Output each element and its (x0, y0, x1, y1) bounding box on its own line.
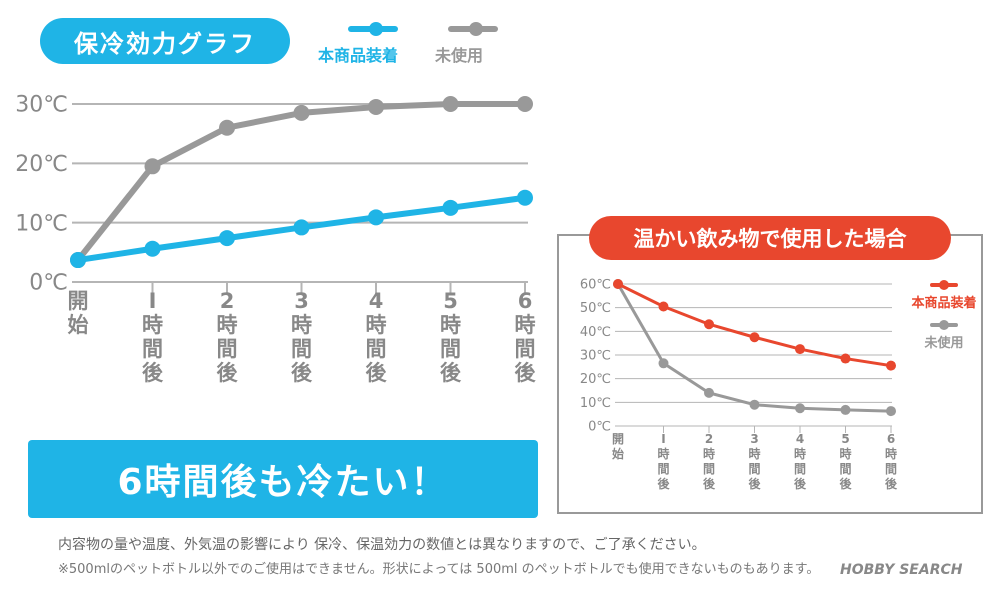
y-tick-label: 30℃ (15, 93, 68, 118)
x-tick-label: I 時間後 (657, 432, 670, 491)
data-point (704, 387, 714, 398)
data-point (442, 199, 459, 216)
x-tick-label: 開始 (68, 289, 89, 337)
data-point (795, 344, 805, 355)
x-tick-label: 3 時間後 (291, 289, 313, 385)
legend-label: 本商品装着 (911, 295, 976, 311)
data-point (144, 158, 161, 175)
legend-label: 未使用 (923, 335, 963, 351)
x-tick-label: 開始 (612, 432, 624, 461)
y-tick-label: 20℃ (15, 152, 68, 177)
chart-title: 保冷効力グラフ (40, 18, 290, 64)
disclaimer-note: 内容物の量や温度、外気温の影響により 保冷、保温効力の数値とは異なりますので、ご… (58, 537, 706, 553)
y-tick-label: 20℃ (580, 372, 611, 387)
data-point (442, 96, 459, 112)
legend-swatch-dot (939, 280, 949, 290)
y-tick-label: 0℃ (588, 420, 611, 435)
data-point (517, 189, 533, 206)
x-tick-label: 2 時間後 (703, 432, 716, 491)
x-tick-label: 3 時間後 (748, 432, 761, 491)
y-tick-label: 10℃ (580, 396, 611, 411)
y-tick-label: 60℃ (580, 278, 611, 293)
data-point (219, 119, 235, 136)
main-legend: 本商品装着 未使用 (318, 20, 578, 70)
x-tick-label: 2 時間後 (217, 289, 239, 385)
data-point (886, 406, 896, 417)
y-tick-label: 10℃ (15, 211, 68, 236)
data-point (368, 98, 384, 115)
usage-note: ※500mlのペットボトル以外でのご使用はできません。形状によっては 500ml… (58, 562, 820, 577)
y-tick-label: 40℃ (580, 325, 611, 340)
main-line-chart: 0℃ 10℃ 20℃ 30℃ 開始 I 時間後 2 時間後 3 時間後 4 時間後 5 時間後 6 時間後 (15, 93, 537, 385)
data-point (517, 96, 533, 112)
inset-line-chart: 0℃ 10℃ 20℃ 30℃ 40℃ 50℃ 60℃ 開始 I 時間後 2 時間後 3 時間後 4 時間後 5 時… (580, 278, 977, 491)
data-point (749, 399, 760, 410)
data-point (658, 358, 669, 369)
data-point (886, 360, 896, 371)
headline-banner: 6時間後も冷たい！ (28, 440, 538, 518)
legend-swatch-dot (469, 22, 483, 36)
y-tick-label: 50℃ (580, 301, 611, 316)
data-point (293, 104, 310, 121)
legend-label-product: 本商品装着 (318, 46, 399, 65)
inset-title: 温かい飲み物で使用した場合 (589, 216, 951, 260)
x-tick-label: I 時間後 (142, 289, 164, 385)
series-line (75, 101, 525, 262)
data-point (368, 209, 384, 226)
x-tick-label: 5 時間後 (440, 289, 462, 385)
y-tick-label: 0℃ (29, 271, 68, 296)
data-point (293, 219, 310, 236)
x-tick-label: 4 時間後 (366, 289, 388, 385)
data-point (70, 252, 86, 269)
data-point (144, 240, 161, 257)
data-point (704, 319, 714, 330)
inset-frame (557, 234, 983, 514)
data-point (219, 230, 235, 247)
x-tick-label: 4 時間後 (794, 432, 807, 491)
data-point (840, 404, 851, 415)
legend-label-unused: 未使用 (435, 46, 484, 65)
watermark-logo: HOBBY SEARCH (840, 562, 963, 578)
y-tick-label: 30℃ (580, 349, 611, 364)
legend-swatch-dot (939, 320, 949, 330)
x-tick-label: 6 時間後 (885, 432, 898, 491)
data-point (795, 403, 805, 414)
legend-swatch-dot (369, 22, 383, 36)
data-point (658, 301, 669, 312)
x-tick-label: 5 時間後 (839, 432, 852, 491)
data-point (613, 279, 623, 289)
data-point (840, 353, 851, 364)
data-point (749, 332, 760, 343)
x-tick-label: 6 時間後 (515, 289, 537, 385)
